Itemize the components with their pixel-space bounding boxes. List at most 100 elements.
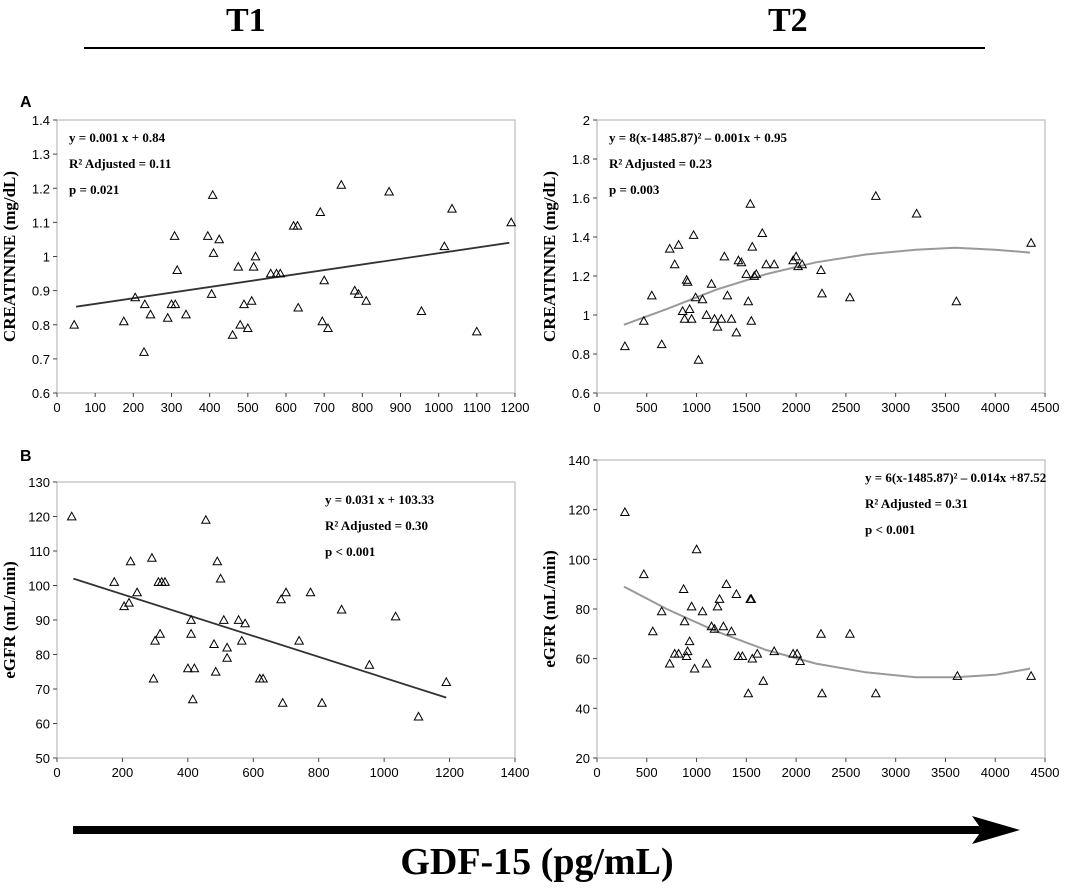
plot-frame: [56, 481, 516, 759]
data-point: [686, 313, 697, 323]
data-point: [212, 556, 223, 566]
x-axis-label: GDF-15 (pg/mL): [400, 841, 674, 883]
data-point: [684, 303, 695, 313]
x-tick-label: 800: [351, 400, 373, 415]
x-tick-label: 600: [275, 400, 297, 415]
x-tick-label: 1500: [732, 765, 761, 780]
y-tick-label: 1.3: [32, 147, 50, 162]
fit-line: [73, 577, 447, 699]
x-tick-label: 0: [53, 400, 60, 415]
data-point: [656, 606, 667, 616]
y-tick-label: 1.1: [32, 215, 50, 230]
data-point: [150, 635, 161, 645]
x-tick-label: 500: [636, 400, 658, 415]
data-point: [138, 346, 150, 356]
data-point: [815, 628, 827, 638]
y-tick-label: 2: [583, 113, 590, 128]
data-point: [816, 288, 828, 298]
data-point: [277, 697, 288, 707]
data-point: [240, 618, 251, 628]
data-point: [746, 315, 757, 325]
data-point: [265, 268, 276, 278]
x-tick-label: 200: [112, 765, 134, 780]
data-point: [146, 552, 157, 562]
data-point: [797, 259, 808, 269]
panel-label-a: A: [20, 94, 32, 111]
data-point: [791, 251, 802, 261]
y-tick-label: 140: [568, 453, 590, 468]
data-point: [712, 321, 723, 331]
data-point: [349, 285, 360, 295]
data-point: [123, 597, 135, 607]
data-point: [792, 648, 803, 658]
data-point: [118, 316, 129, 326]
y-tick-label: 1.6: [572, 191, 590, 206]
data-point: [701, 309, 712, 319]
data-point: [69, 319, 80, 329]
data-point: [647, 626, 658, 636]
chart-a-t2: 0 500 1000 1500 2000 2500 3000 3500 4000 4500 0.6 0…: [540, 113, 1059, 415]
data-point: [673, 239, 684, 249]
data-point: [751, 268, 762, 278]
data-point: [258, 673, 269, 683]
fit-annotation: R² Adjusted = 0.23: [609, 156, 713, 171]
x-tick-label: 2500: [831, 400, 860, 415]
y-tick-label: 60: [576, 652, 590, 667]
data-point: [693, 354, 704, 364]
fit-annotation: p = 0.021: [69, 182, 119, 197]
data-point: [322, 322, 334, 332]
x-tick-label: 100: [84, 400, 106, 415]
data-point: [235, 319, 246, 329]
data-point: [691, 544, 702, 554]
x-tick-label: 200: [122, 400, 144, 415]
data-point: [746, 593, 757, 603]
data-point: [364, 659, 375, 669]
fit-annotation: y = 6(x-1485.87)² – 0.014x +87.52: [865, 470, 1046, 485]
y-tick-label: 0.8: [32, 318, 50, 333]
data-point: [238, 299, 250, 309]
data-point: [844, 292, 855, 302]
y-tick-label: 0.6: [32, 386, 50, 401]
data-point: [390, 611, 401, 621]
fit-annotation: R² Adjusted = 0.11: [69, 156, 171, 171]
data-point: [206, 288, 217, 298]
x-tick-label: 0: [593, 400, 600, 415]
direction-arrow-head: [972, 816, 1020, 844]
x-tick-label: 300: [161, 400, 183, 415]
data-point: [1026, 237, 1037, 247]
data-point: [758, 675, 769, 685]
data-point: [701, 658, 712, 668]
data-point: [246, 295, 257, 305]
data-point: [741, 268, 752, 278]
fit-annotation: y = 8(x-1485.87)² – 0.001x + 0.95: [609, 130, 787, 145]
y-tick-label: 20: [576, 751, 590, 766]
data-point: [815, 264, 827, 274]
y-tick-label: 40: [576, 701, 590, 716]
column-title-t1: T1: [226, 2, 266, 39]
data-point: [506, 217, 517, 227]
data-point: [731, 588, 742, 598]
y-tick-label: 120: [568, 503, 590, 518]
data-point: [227, 329, 238, 339]
column-title-t2: T2: [768, 2, 808, 39]
data-point: [679, 313, 690, 323]
data-point: [315, 206, 326, 216]
y-tick-label: 100: [568, 552, 590, 567]
data-point: [638, 568, 649, 579]
fit-annotation: R² Adjusted = 0.31: [865, 496, 968, 511]
data-point: [336, 179, 347, 189]
data-point: [218, 614, 229, 624]
data-point: [132, 587, 143, 597]
data-point: [207, 189, 218, 199]
fit-annotation: y = 0.031 x + 103.33: [325, 492, 435, 507]
data-point: [816, 688, 828, 698]
data-point: [952, 670, 963, 680]
x-tick-label: 3500: [931, 765, 960, 780]
data-point: [678, 583, 689, 593]
y-tick-label: 80: [36, 648, 50, 663]
data-point: [1026, 670, 1037, 680]
fit-annotation: y = 0.001 x + 0.84: [69, 130, 166, 145]
data-point: [162, 312, 173, 322]
x-tick-label: 4000: [981, 400, 1010, 415]
data-point: [66, 511, 77, 521]
